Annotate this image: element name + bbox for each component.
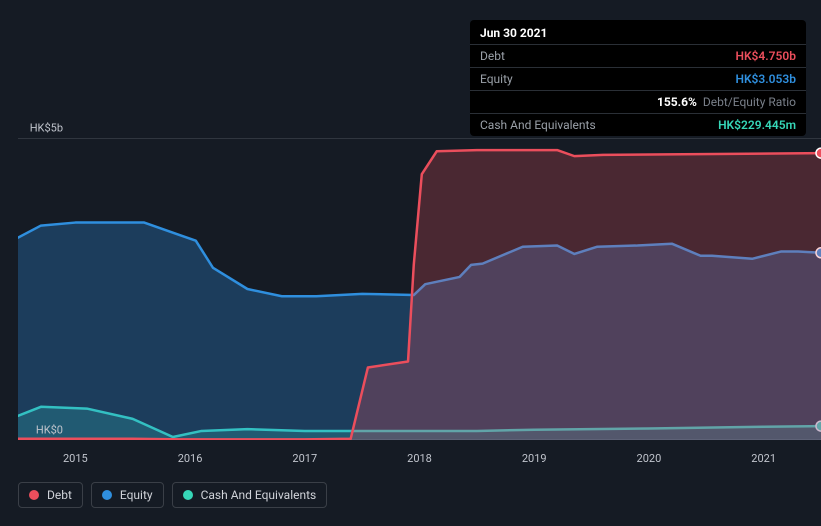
tooltip-row: Debt HK$4.750b	[470, 44, 806, 67]
legend-dot	[29, 490, 39, 500]
legend-dot	[183, 490, 193, 500]
x-axis-label: 2017	[292, 452, 317, 465]
tooltip-row: 155.6% Debt/Equity Ratio	[470, 90, 806, 113]
tooltip-value: HK$3.053b	[735, 72, 796, 86]
x-axis-label: 2021	[751, 452, 776, 465]
x-axis-label: 2019	[522, 452, 547, 465]
legend-label: Cash And Equivalents	[201, 488, 317, 502]
ratio-value: 155.6%	[657, 95, 697, 109]
financial-chart[interactable]: HK$5bHK$0	[18, 138, 821, 440]
tooltip-label: Debt	[480, 49, 505, 63]
tooltip-label: Equity	[480, 72, 513, 86]
chart-legend: Debt Equity Cash And Equivalents	[18, 482, 327, 508]
legend-item-equity[interactable]: Equity	[91, 482, 164, 508]
tooltip-row: Cash And Equivalents HK$229.445m	[470, 113, 806, 136]
x-axis-label: 2018	[407, 452, 432, 465]
legend-item-cash-and-equivalents[interactable]: Cash And Equivalents	[172, 482, 328, 508]
x-axis-label: 2020	[637, 452, 662, 465]
tooltip-row: Equity HK$3.053b	[470, 67, 806, 90]
tooltip-value: HK$4.750b	[735, 49, 796, 63]
legend-dot	[102, 490, 112, 500]
ratio-label: Debt/Equity Ratio	[703, 95, 796, 109]
tooltip-value: HK$229.445m	[718, 118, 796, 132]
legend-label: Debt	[47, 488, 72, 502]
x-axis-label: 2016	[178, 452, 203, 465]
legend-item-debt[interactable]: Debt	[18, 482, 83, 508]
chart-tooltip: Jun 30 2021 Debt HK$4.750b Equity HK$3.053b…	[470, 20, 806, 136]
y-axis-label: HK$5b	[18, 122, 63, 135]
x-axis-label: 2015	[63, 452, 88, 465]
y-axis-label: HK$0	[18, 424, 63, 437]
tooltip-date: Jun 30 2021	[470, 20, 806, 44]
tooltip-label: Cash And Equivalents	[480, 118, 596, 132]
legend-label: Equity	[120, 488, 153, 502]
